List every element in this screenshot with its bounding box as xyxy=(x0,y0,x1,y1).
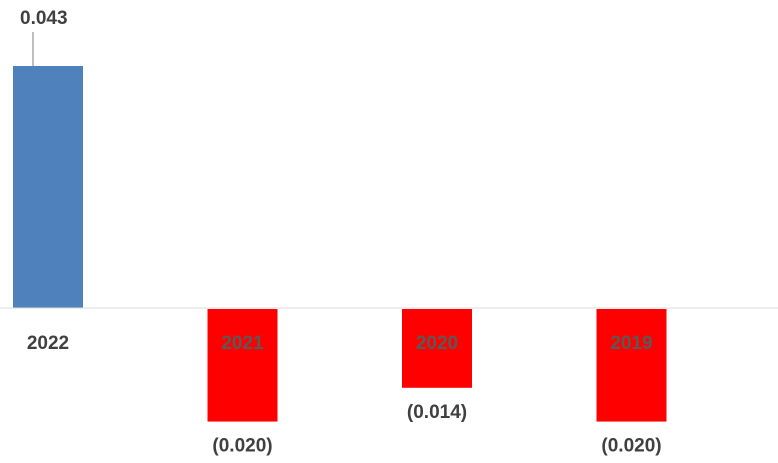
data-label-2021: (0.020) xyxy=(212,436,272,457)
data-label-2020: (0.014) xyxy=(407,402,467,423)
category-label-2021: 2021 xyxy=(221,333,264,354)
bar-2021 xyxy=(207,309,278,422)
data-label-2022: 0.043 xyxy=(20,8,68,29)
bar-group xyxy=(13,66,667,422)
bar-2019 xyxy=(596,309,667,422)
bar-2022 xyxy=(13,66,83,308)
category-label-2020: 2020 xyxy=(416,333,458,354)
bar-2020 xyxy=(402,309,472,388)
category-label-2022: 2022 xyxy=(27,333,69,354)
label-group: 2022 0.043 2021 (0.020) 2020 (0.014) 2019 (0.02… xyxy=(20,8,662,457)
data-label-2019: (0.020) xyxy=(601,436,661,457)
category-label-2019: 2019 xyxy=(610,333,652,354)
